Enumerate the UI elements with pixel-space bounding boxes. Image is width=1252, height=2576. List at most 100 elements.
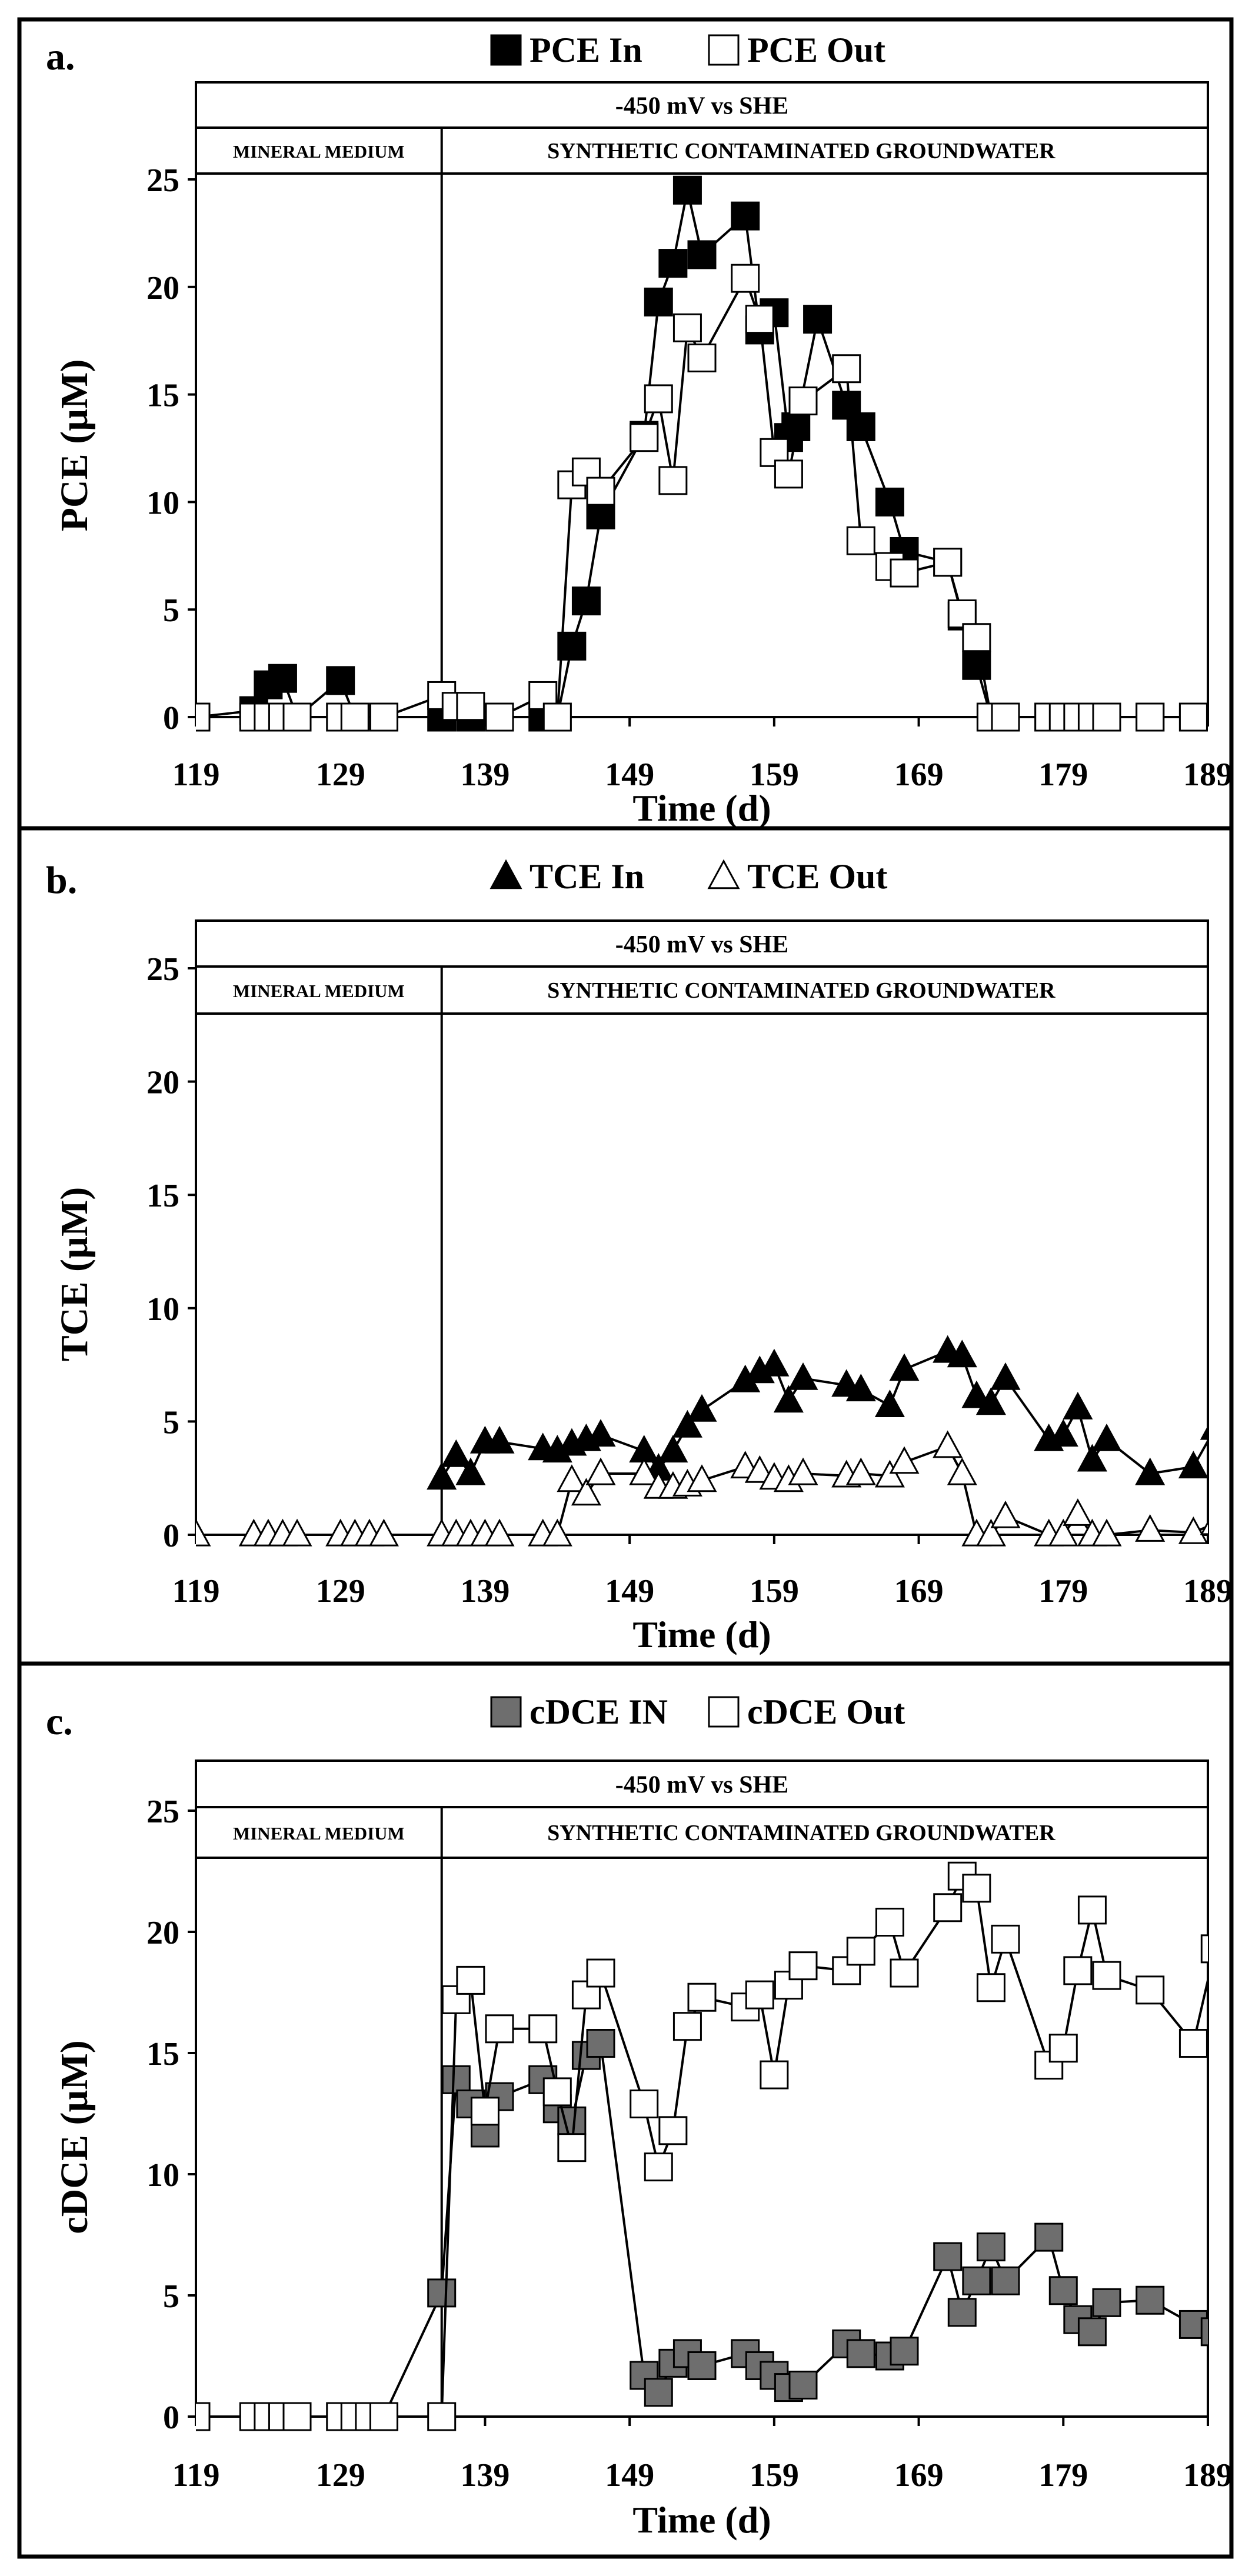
panel-c-series-1-point-31 — [875, 1908, 904, 1937]
panel-c-series-0-point-28 — [976, 2232, 1005, 2262]
panel-c-series-1-point-15 — [542, 2077, 572, 2107]
panel-a-series-1-point-17 — [630, 423, 659, 452]
panel-a-x-tick-label-5: 169 — [894, 757, 944, 793]
panel-a-series-1-point-35 — [991, 702, 1020, 732]
panel-a-legend: PCE In PCE Out — [490, 31, 885, 69]
panel-c-series-1-point-18 — [586, 1958, 615, 1988]
panel-b-y-tick-label-0: 0 — [163, 1518, 179, 1554]
panel-a-legend-marker-0 — [490, 34, 522, 66]
panel-b-series-1 — [196, 1430, 1208, 1547]
panel-b-series-1-point-16 — [557, 1464, 587, 1492]
panel-a-series-0-point-17 — [644, 287, 673, 316]
panel-b-series-0-point-23 — [889, 1353, 920, 1381]
panel-c-series-1-point-45 — [1200, 1934, 1208, 1964]
panel-a-series-1-point-21 — [687, 343, 717, 372]
panel-b-x-axis-title: Time (d) — [632, 1614, 771, 1655]
panel-b: b. TCE In TCE Out -450 mV vs SHE MINERAL MED… — [17, 826, 1234, 1666]
panel-b-series-0-point-25 — [947, 1339, 977, 1368]
panel-c-series-1-point-41 — [1077, 1895, 1107, 1925]
panel-b-series-1-point-45 — [1200, 1521, 1208, 1535]
panel-a-series-1-point-28 — [846, 526, 875, 555]
panel-a-series-1-point-23 — [745, 305, 774, 334]
panel-a-series-1-point-18 — [644, 384, 673, 414]
panel-a-y-tick-label-4: 20 — [146, 270, 179, 306]
panel-c-series-0-point-33 — [1077, 2317, 1107, 2347]
panel-c-x-tick-label-6: 179 — [1038, 2457, 1088, 2494]
panel-a-y-tick-label-2: 10 — [146, 485, 179, 521]
panel-b-y-tick-label-2: 10 — [146, 1291, 179, 1328]
panel-b-series-0-point-4 — [484, 1425, 515, 1454]
panel-a-series-1-point-42 — [1178, 702, 1208, 732]
panel-a-series-0-point-21 — [731, 201, 760, 231]
panel-c-series-1-point-43 — [1136, 1975, 1165, 2005]
panel-b-y-tick-label-1: 5 — [163, 1404, 179, 1441]
panel-b-x-tick-label-4: 159 — [750, 1573, 799, 1609]
panel-a-series-1-point-41 — [1136, 702, 1165, 732]
panel-b-series-0-point-33 — [1091, 1423, 1122, 1451]
panel-b-series-1-point-25 — [744, 1455, 775, 1483]
panel-a-x-tick-label-2: 139 — [460, 757, 510, 793]
panel-b-series-0-point-12 — [658, 1435, 688, 1463]
panel-a-series-1-point-32 — [947, 599, 977, 629]
panel-c-y-tick-label-4: 20 — [146, 1915, 179, 1951]
panel-b-series-1-point-39 — [1048, 1518, 1078, 1547]
panel-c-y-tick-label-0: 0 — [163, 2400, 179, 2436]
panel-a-series-1-point-30 — [890, 558, 919, 588]
panel-b-series-1-point-23 — [687, 1464, 717, 1492]
panel-c-y-tick-label-1: 5 — [163, 2278, 179, 2315]
panel-b-series-1-point-32 — [889, 1446, 920, 1474]
panel-b-series-0-point-30 — [1048, 1419, 1078, 1447]
panel-c-series-1-point-21 — [658, 2116, 688, 2145]
panel-c-series-0-point-34 — [1092, 2288, 1121, 2317]
panel-c-y-axis-title: cDCE (µM) — [53, 2040, 96, 2234]
panel-a-series-1-point-33 — [962, 623, 991, 652]
panel-c-series-1-point-26 — [760, 2060, 789, 2090]
panel-a-series-1-point-13 — [542, 702, 572, 732]
panel-b-y-axis-title: TCE (µM) — [53, 1187, 96, 1361]
panel-a-series-1-point-31 — [933, 548, 963, 577]
panel-c-series-0-point-37 — [1200, 2317, 1208, 2347]
panel-c-panel-label: c. — [46, 1700, 73, 1743]
panel-c-series-1-point-25 — [745, 1980, 774, 2010]
panel-a-series-1-point-26 — [788, 386, 818, 416]
panel-a-y-tick-label-5: 25 — [146, 162, 179, 199]
panel-a-band-left-label: MINERAL MEDIUM — [233, 141, 405, 162]
panel-a-legend-marker-1 — [708, 34, 740, 66]
panel-a-series-1-point-10 — [456, 692, 485, 721]
panel-a-series-0-point-18 — [658, 249, 688, 278]
panel-a-y-tick-label-3: 15 — [146, 378, 179, 414]
panel-c-x-tick-label-4: 159 — [750, 2457, 799, 2494]
panel-a-y-tick-label-0: 0 — [163, 700, 179, 737]
panel-b-series-1-point-28 — [788, 1457, 818, 1485]
panel-b-series-0-point-9 — [585, 1419, 616, 1447]
panel-a-series-1-point-0 — [196, 702, 211, 732]
panel-b-series-0-point-2 — [455, 1457, 486, 1485]
panel-b-series-0-point-19 — [788, 1362, 818, 1390]
panel-b-series-1-point-18 — [585, 1457, 616, 1485]
panel-c-series-1-point-36 — [976, 1973, 1005, 2002]
panel-b-series-0-point-27 — [975, 1387, 1006, 1415]
panel-a-panel-label: a. — [46, 35, 75, 78]
panel-c-series-1-point-19 — [630, 2090, 659, 2119]
panel-c-band-left-label: MINERAL MEDIUM — [233, 1823, 405, 1844]
panel-b-legend: TCE In TCE Out — [490, 857, 887, 896]
panel-c-series-0-point-29 — [991, 2266, 1020, 2295]
panel-c-x-tick-label-3: 149 — [605, 2457, 654, 2494]
panel-a-series-0-point-26 — [803, 305, 833, 334]
panel-c-band — [195, 1759, 1209, 1859]
panel-a: a. PCE In PCE Out -450 mV vs SHE MINERAL MED… — [17, 17, 1234, 831]
panel-c-series-0-point-15 — [687, 2351, 717, 2380]
panel-a-x-tick-label-0: 119 — [172, 757, 220, 793]
panel-b-series-1-point-13 — [484, 1518, 515, 1547]
panel-c-plot-area — [195, 1857, 1209, 2418]
panel-c-x-tick-label-2: 139 — [460, 2457, 510, 2494]
panel-a-series-1-point-25 — [774, 459, 803, 489]
panel-c-x-tick-label-7: 189 — [1183, 2457, 1233, 2494]
panel-b-series-1-point-40 — [1063, 1498, 1093, 1526]
panel-b-series-0-point-18 — [773, 1385, 804, 1413]
panel-b-series-0-point-26 — [961, 1380, 992, 1408]
panel-c-series-1-point-44 — [1178, 2029, 1208, 2058]
panel-b-series-1-point-42 — [1091, 1518, 1122, 1547]
panel-a-series-1-point-11 — [485, 702, 514, 732]
